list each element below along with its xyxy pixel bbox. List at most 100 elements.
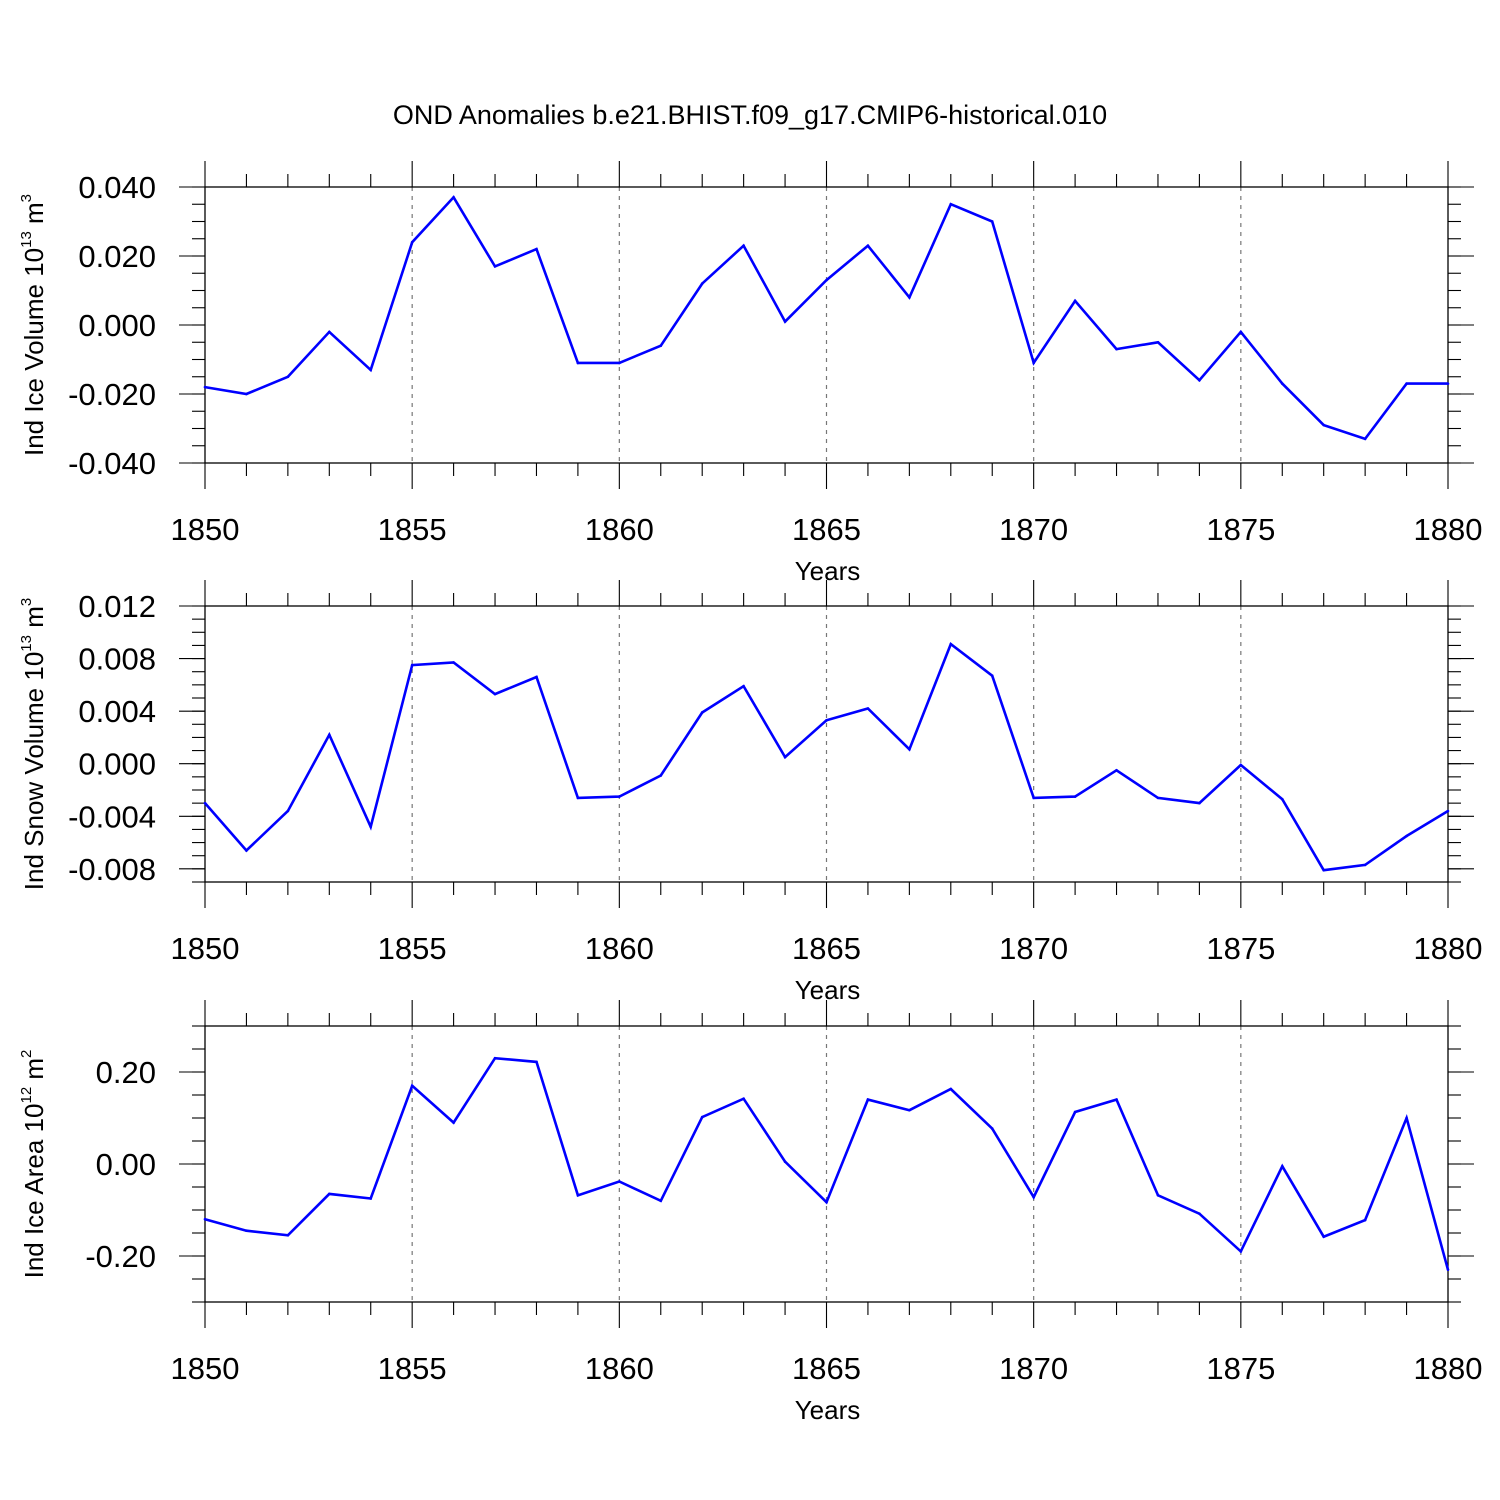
data-point	[1446, 382, 1450, 385]
data-point	[452, 196, 455, 199]
data-point	[286, 1234, 290, 1237]
data-point	[949, 1087, 953, 1091]
x-tick-label: 1865	[792, 512, 861, 547]
data-point	[990, 674, 994, 677]
y-tick-label: -0.20	[85, 1239, 156, 1274]
y-axis-title-prefix: Ind Ice Volume 10	[19, 248, 49, 456]
data-point	[908, 296, 911, 299]
x-tick-label: 1870	[999, 512, 1068, 547]
data-point	[369, 825, 373, 829]
y-tick-label: -0.020	[68, 377, 156, 412]
x-tick-label: 1850	[171, 1351, 240, 1386]
data-point	[1405, 834, 1408, 838]
x-tick-label: 1875	[1206, 931, 1275, 966]
x-axis-title: Years	[795, 1395, 861, 1425]
x-tick-label: 1880	[1414, 1351, 1483, 1386]
x-tick-label: 1850	[171, 512, 240, 547]
data-point	[328, 1192, 331, 1196]
data-point	[535, 1060, 538, 1064]
x-axis-title: Years	[795, 556, 861, 586]
x-tick-label: 1870	[999, 1351, 1068, 1386]
data-point	[618, 795, 621, 798]
x-tick-label: 1875	[1206, 512, 1275, 547]
data-point	[576, 796, 580, 800]
data-point	[1363, 437, 1367, 441]
data-point	[245, 392, 248, 396]
data-point	[1115, 347, 1118, 351]
y-axis-title-prefix: Ind Snow Volume 10	[19, 652, 49, 891]
x-tick-label: 1870	[999, 931, 1068, 966]
data-point	[286, 375, 290, 379]
data-point	[659, 774, 663, 777]
data-point	[618, 361, 621, 365]
data-point	[1156, 796, 1160, 800]
data-point	[700, 711, 704, 714]
data-point	[203, 1217, 207, 1221]
data-point	[1363, 1218, 1367, 1222]
data-point	[1405, 1116, 1408, 1120]
data-point	[328, 330, 331, 334]
y-tick-label: 0.004	[78, 694, 156, 729]
x-tick-label: 1860	[585, 931, 654, 966]
x-tick-label: 1875	[1206, 1351, 1275, 1386]
data-point	[535, 675, 538, 679]
data-point	[452, 661, 455, 664]
data-point	[1073, 1110, 1077, 1114]
data-point	[866, 707, 870, 710]
data-point	[866, 244, 870, 247]
data-point	[1280, 382, 1284, 385]
x-tick-label: 1860	[585, 1351, 654, 1386]
data-point	[328, 733, 331, 737]
x-tick-label: 1880	[1414, 512, 1483, 547]
y-axis-title: Ind Ice Area 1012 m2	[18, 1050, 49, 1279]
data-point	[618, 1180, 621, 1183]
data-point	[1032, 361, 1035, 365]
data-point	[990, 220, 994, 223]
data-point	[203, 385, 207, 389]
y-tick-label: 0.000	[78, 747, 156, 782]
data-point	[493, 1056, 497, 1060]
data-point	[783, 1160, 787, 1163]
data-point	[1073, 795, 1077, 798]
data-point	[700, 1115, 704, 1119]
data-point	[700, 282, 704, 285]
data-point	[1073, 299, 1077, 303]
y-axis-title: Ind Snow Volume 1013 m3	[18, 598, 49, 890]
data-point	[1363, 863, 1367, 867]
data-point	[949, 202, 953, 206]
data-point	[783, 320, 787, 323]
data-point	[245, 849, 248, 852]
data-point	[493, 692, 497, 696]
data-point	[1198, 801, 1201, 805]
y-axis-title-unit-exp: 3	[18, 194, 35, 202]
y-tick-label: -0.040	[68, 446, 156, 481]
data-point	[410, 1084, 414, 1088]
y-tick-label: 0.20	[96, 1055, 156, 1090]
x-tick-label: 1865	[792, 931, 861, 966]
data-point	[286, 809, 290, 813]
data-point	[1239, 330, 1243, 334]
y-tick-label: 0.012	[78, 589, 156, 624]
data-point	[783, 755, 787, 759]
y-tick-label: 0.000	[78, 308, 156, 343]
data-point	[1032, 796, 1035, 800]
x-tick-label: 1855	[378, 1351, 447, 1386]
data-point	[1322, 1235, 1325, 1238]
data-point	[1322, 868, 1325, 872]
data-point	[1115, 1098, 1118, 1101]
y-axis-title-unit: m	[19, 1058, 49, 1087]
data-point	[203, 801, 207, 805]
data-point	[1239, 1250, 1243, 1253]
data-point	[825, 278, 828, 282]
data-point	[576, 361, 580, 365]
panel-1: 0.040 0.020 0.000 -0.020 -0.040 1850 1855 1860 1…	[18, 161, 1482, 586]
data-point	[990, 1127, 994, 1130]
data-point	[1032, 1195, 1035, 1199]
data-point	[1198, 1212, 1201, 1215]
data-point	[1156, 1193, 1160, 1197]
x-axis-title: Years	[795, 975, 861, 1005]
data-point	[908, 747, 911, 751]
data-point	[452, 1121, 455, 1124]
y-axis-title-prefix: Ind Ice Area 10	[19, 1104, 49, 1279]
